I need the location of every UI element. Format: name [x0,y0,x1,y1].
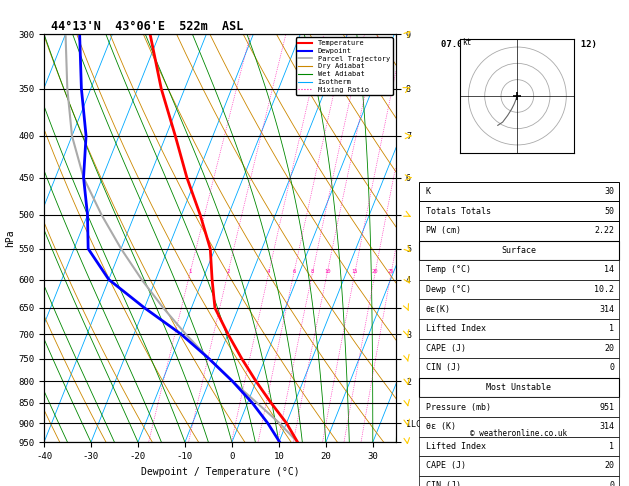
Text: CIN (J): CIN (J) [426,481,460,486]
Text: 314: 314 [599,422,615,431]
Bar [420,241,618,260]
Text: 07.05.2024  12GMT  (Base: 12): 07.05.2024 12GMT (Base: 12) [441,40,597,49]
Y-axis label: hPa: hPa [6,229,15,247]
Text: 1: 1 [188,269,191,274]
Text: 10: 10 [324,269,330,274]
Text: 4: 4 [267,269,270,274]
Text: 30: 30 [604,187,615,196]
Bar [420,476,618,486]
Text: 20: 20 [372,269,378,274]
Bar [420,398,618,417]
Text: θε (K): θε (K) [426,422,455,431]
Y-axis label: km
ASL: km ASL [429,231,448,245]
Text: 951: 951 [599,403,615,412]
Text: CIN (J): CIN (J) [426,364,460,372]
Text: 14: 14 [604,265,615,275]
Text: 0: 0 [610,364,615,372]
Text: 8: 8 [311,269,314,274]
Text: kt: kt [462,38,471,48]
Text: 10.2: 10.2 [594,285,615,294]
Text: © weatheronline.co.uk: © weatheronline.co.uk [470,429,567,438]
Text: Lifted Index: Lifted Index [426,442,486,451]
Text: 15: 15 [352,269,358,274]
Text: 50: 50 [604,207,615,216]
Text: Pressure (mb): Pressure (mb) [426,403,491,412]
Bar [420,417,618,436]
Bar [420,358,618,378]
Bar [420,182,618,201]
Text: 314: 314 [599,305,615,313]
Text: Surface: Surface [501,246,537,255]
Bar [420,201,618,221]
Bar [420,299,618,319]
Text: 44°13'N  43°06'E  522m  ASL: 44°13'N 43°06'E 522m ASL [51,20,243,33]
Bar [420,280,618,299]
Bar [420,378,618,398]
Text: Dewp (°C): Dewp (°C) [426,285,470,294]
Text: 2: 2 [226,269,230,274]
Text: 1: 1 [610,442,615,451]
Text: 6: 6 [292,269,296,274]
Text: Most Unstable: Most Unstable [486,383,552,392]
Text: 1: 1 [610,324,615,333]
Bar [420,319,618,339]
Text: K: K [426,187,430,196]
Bar [420,339,618,358]
Text: CAPE (J): CAPE (J) [426,461,465,470]
Text: Temp (°C): Temp (°C) [426,265,470,275]
Text: PW (cm): PW (cm) [426,226,460,235]
Bar [420,260,618,280]
Bar [420,221,618,241]
Text: 25: 25 [388,269,394,274]
Text: CAPE (J): CAPE (J) [426,344,465,353]
Text: Lifted Index: Lifted Index [426,324,486,333]
Text: 20: 20 [604,344,615,353]
Text: 2.22: 2.22 [594,226,615,235]
Legend: Temperature, Dewpoint, Parcel Trajectory, Dry Adiabat, Wet Adiabat, Isotherm, Mi: Temperature, Dewpoint, Parcel Trajectory… [296,37,392,95]
X-axis label: Dewpoint / Temperature (°C): Dewpoint / Temperature (°C) [141,467,299,477]
Text: 0: 0 [610,481,615,486]
Bar [420,456,618,476]
Bar [420,436,618,456]
Text: 20: 20 [604,461,615,470]
Text: Totals Totals: Totals Totals [426,207,491,216]
Text: θε(K): θε(K) [426,305,450,313]
